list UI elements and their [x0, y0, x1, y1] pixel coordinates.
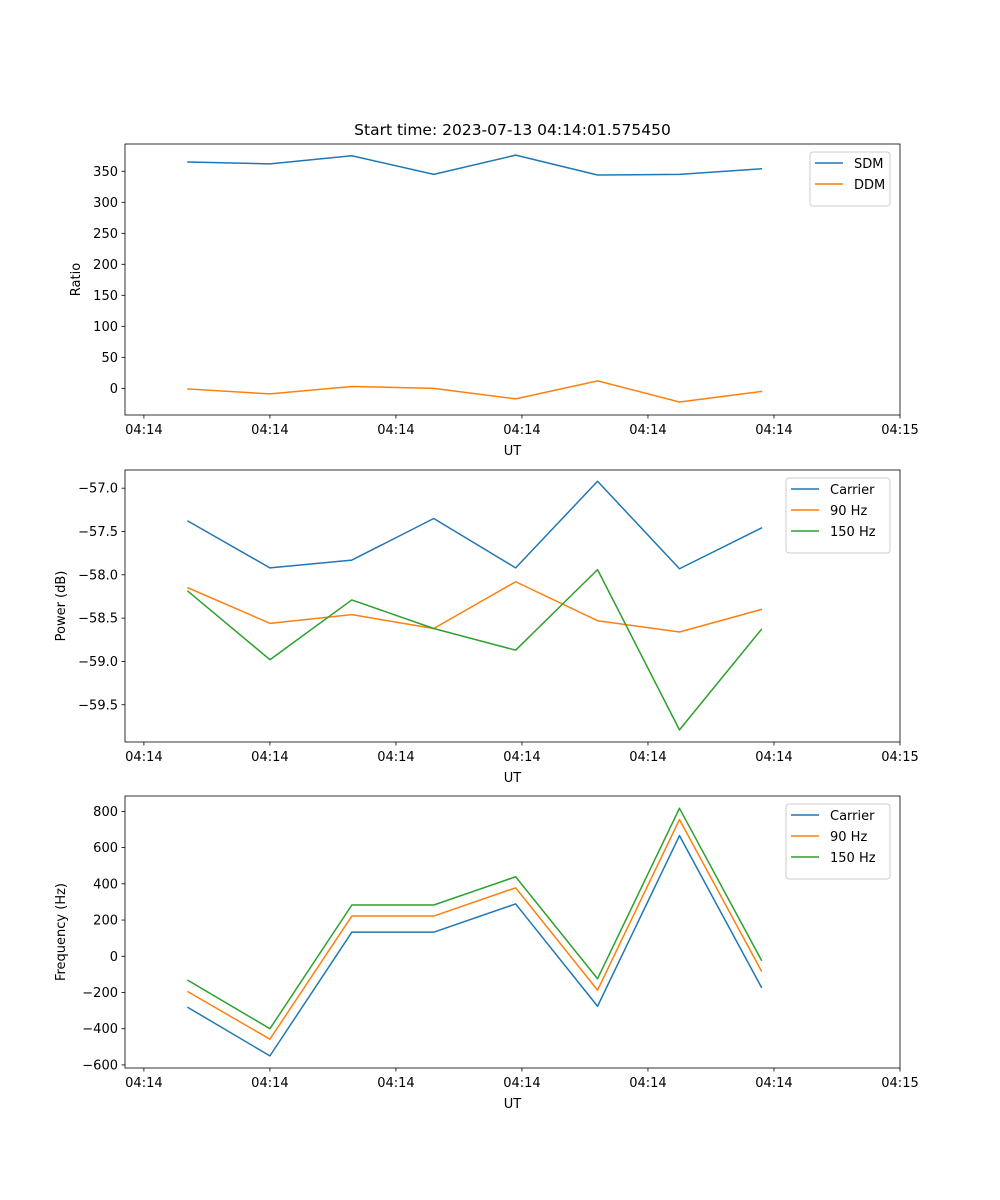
x-tick-label: 04:14: [629, 423, 666, 438]
y-tick-label: −59.5: [78, 698, 118, 713]
series-line-90-hz: [187, 581, 763, 633]
legend-box: [785, 477, 891, 554]
x-tick-label: 04:14: [125, 423, 162, 438]
legend-label: Carrier: [830, 483, 875, 498]
legend-label: 90 Hz: [830, 830, 867, 845]
x-axis-label: UT: [504, 444, 522, 459]
y-tick-label: 350: [93, 165, 118, 180]
y-tick-label: 600: [93, 841, 118, 856]
subplot-3: 04:14 04:14 04:14 04:14 04:14 04:14 04:15 −600 −…: [54, 795, 919, 1112]
x-tick-label: 04:14: [251, 423, 288, 438]
y-axis-label: Frequency (Hz): [54, 883, 69, 981]
y-tick-label: 100: [93, 320, 118, 335]
y-tick-label: 800: [93, 805, 118, 820]
legend: Carrier 90 Hz 150 Hz: [785, 803, 891, 880]
y-tick-label: −59.0: [78, 655, 118, 670]
x-tick-label: 04:14: [377, 423, 414, 438]
legend-label: DDM: [854, 178, 885, 193]
series-line-carrier: [186, 834, 763, 1057]
x-tick-label: 04:14: [755, 423, 792, 438]
y-axis-label: Power (dB): [54, 571, 69, 642]
x-tick-label: 04:14: [251, 1076, 288, 1091]
y-tick-label: −600: [82, 1058, 118, 1073]
x-tick-label: 04:14: [503, 750, 540, 765]
y-axis-label: Ratio: [69, 263, 84, 296]
series-line-ddm: [187, 380, 763, 403]
y-tick-label: 250: [93, 227, 118, 242]
series-line-carrier: [186, 480, 763, 570]
y-tick-label: 200: [93, 258, 118, 273]
axes-frame: [124, 469, 901, 743]
y-tick-label: −57.5: [78, 525, 118, 540]
x-tick-label: 04:14: [755, 750, 792, 765]
x-tick-label: 04:14: [629, 750, 666, 765]
legend-label: SDM: [854, 157, 883, 172]
x-tick-label: 04:14: [125, 1076, 162, 1091]
x-tick-label: 04:15: [881, 423, 918, 438]
legend-label: 150 Hz: [830, 525, 876, 540]
y-tick-label: −200: [82, 986, 118, 1001]
axes-frame: [124, 795, 901, 1069]
legend-label: 150 Hz: [830, 851, 876, 866]
chart-title: Start time: 2023-07-13 04:14:01.575450: [354, 121, 671, 139]
y-tick-label: 300: [93, 196, 118, 211]
subplot-1: 04:14 04:14 04:14 04:14 04:14 04:14 04:15 0 50 10…: [69, 121, 919, 459]
legend-label: 90 Hz: [830, 504, 867, 519]
y-tick-label: 0: [110, 950, 118, 965]
y-tick-label: −400: [82, 1022, 118, 1037]
x-axis-label: UT: [504, 771, 522, 786]
x-tick-label: 04:14: [125, 750, 162, 765]
y-tick-label: −58.5: [78, 612, 118, 627]
legend-box: [785, 803, 891, 880]
series-line-90-hz: [186, 818, 763, 1040]
x-tick-label: 04:14: [629, 1076, 666, 1091]
legend: SDM DDM: [809, 151, 891, 207]
y-tick-label: 200: [93, 914, 118, 929]
subplot-2: 04:14 04:14 04:14 04:14 04:14 04:14 04:15 −57.0…: [54, 469, 919, 786]
x-tick-label: 04:14: [503, 1076, 540, 1091]
x-tick-label: 04:14: [503, 423, 540, 438]
x-axis-label: UT: [504, 1097, 522, 1112]
x-tick-label: 04:14: [377, 1076, 414, 1091]
x-tick-label: 04:14: [251, 750, 288, 765]
x-tick-label: 04:15: [881, 750, 918, 765]
x-tick-label: 04:14: [377, 750, 414, 765]
y-tick-label: −57.0: [78, 482, 118, 497]
x-tick-label: 04:15: [881, 1076, 918, 1091]
y-tick-label: 0: [110, 382, 118, 397]
legend-box: [809, 151, 891, 207]
y-tick-label: 150: [93, 289, 118, 304]
series-line-150-hz: [186, 568, 763, 731]
y-tick-label: 400: [93, 877, 118, 892]
y-tick-label: 50: [101, 351, 118, 366]
axes-frame: [124, 143, 901, 416]
series-line-sdm: [187, 154, 763, 176]
legend-label: Carrier: [830, 809, 875, 824]
series-line-150-hz: [186, 807, 763, 1030]
y-tick-label: −58.0: [78, 568, 118, 583]
x-tick-label: 04:14: [755, 1076, 792, 1091]
legend: Carrier 90 Hz 150 Hz: [785, 477, 891, 554]
